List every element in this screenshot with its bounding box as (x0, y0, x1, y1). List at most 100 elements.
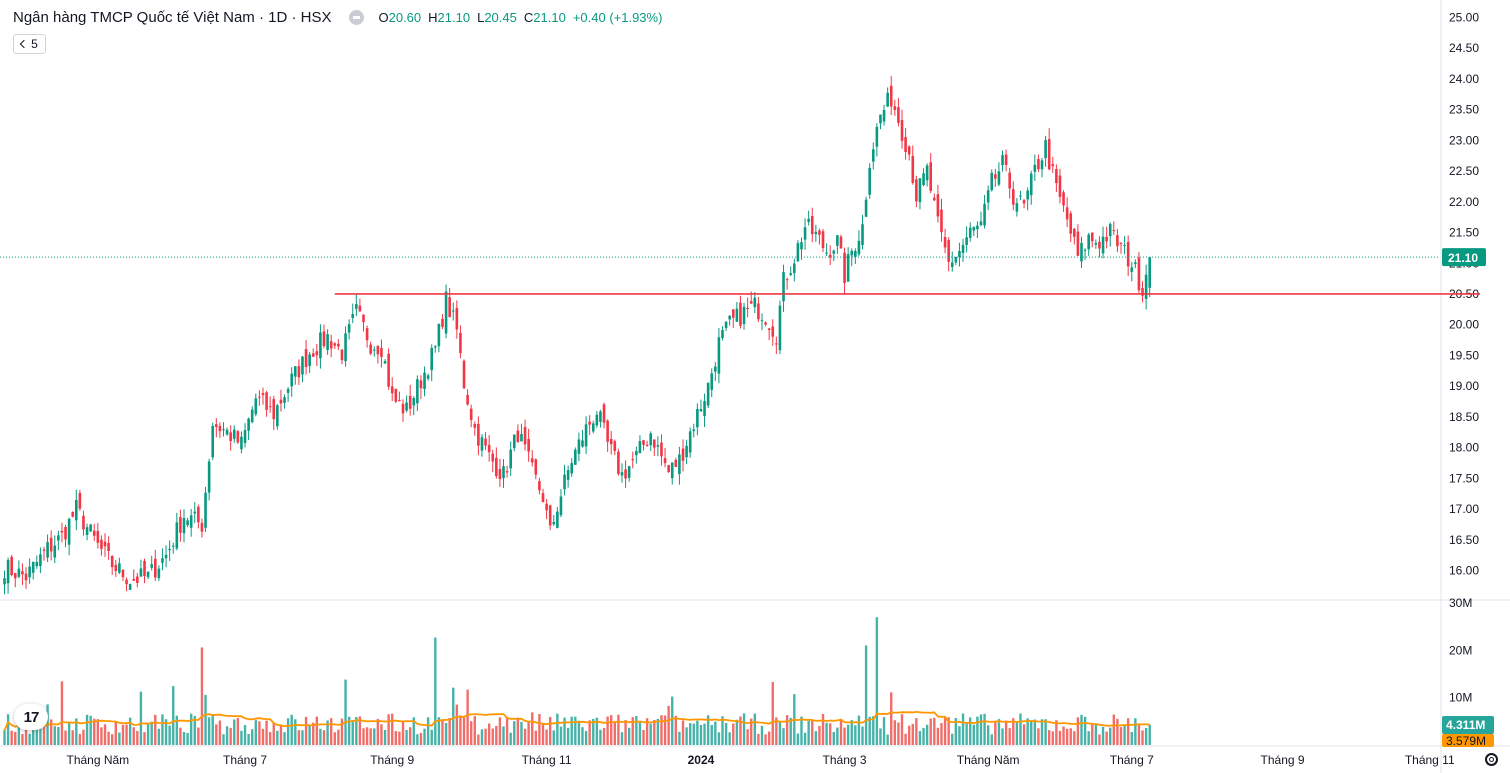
volume-ma-tag (1442, 734, 1494, 747)
volume-bar (484, 728, 487, 745)
volume-bar (164, 719, 168, 745)
candle-body (67, 518, 71, 545)
candle-body (577, 439, 581, 454)
volume-bar (882, 717, 886, 745)
volume-bar (243, 725, 247, 745)
candle-body (372, 349, 376, 351)
volume-bar (976, 716, 979, 745)
volume-bar (556, 713, 559, 745)
candle-body (548, 505, 552, 526)
volume-bar (455, 704, 459, 745)
volume-bar (394, 731, 398, 745)
candle-body (290, 373, 293, 387)
candle-body (232, 429, 236, 439)
candle-body (968, 227, 972, 238)
volume-bar (994, 722, 997, 745)
candle-body (588, 421, 591, 425)
candle-body (724, 321, 728, 328)
high-value: H21.10 (428, 10, 470, 25)
candle-body (828, 254, 832, 258)
volume-bar (82, 729, 85, 745)
price-tick-label: 17.50 (1449, 471, 1479, 485)
time-tick-label: 2024 (688, 753, 715, 767)
candle-body (329, 341, 333, 349)
volume-bar (186, 732, 189, 745)
candle-body (394, 388, 398, 402)
volume-bar (408, 727, 412, 745)
volume-ma-line (3, 710, 1150, 731)
price-tick-label: 25.00 (1449, 10, 1479, 24)
candle-body (380, 347, 383, 357)
volume-bar (265, 720, 268, 745)
candle-body (875, 126, 879, 147)
gear-icon[interactable] (1485, 753, 1498, 766)
volume-bar (1051, 731, 1054, 745)
candle-body (204, 492, 207, 528)
candle-body (803, 227, 807, 240)
volume-bar (584, 730, 588, 745)
tradingview-logo[interactable]: 17 (14, 704, 48, 730)
candle-body (136, 576, 139, 583)
volume-bar (473, 716, 476, 745)
candle-body (243, 430, 247, 443)
volume-bar (750, 718, 753, 745)
candle-body (1134, 262, 1137, 265)
volume-bar (146, 722, 150, 745)
candle-body (886, 92, 889, 107)
candle-body (663, 458, 667, 464)
candle-body (1008, 172, 1011, 189)
volume-bar (911, 723, 914, 745)
volume-bar (14, 731, 17, 745)
volume-bar (1044, 719, 1047, 745)
volume-bar (434, 637, 437, 745)
volume-bar (505, 716, 509, 745)
candle-body (1037, 159, 1040, 170)
candle-body (864, 199, 868, 217)
candle-body (990, 172, 994, 191)
volume-bar (803, 732, 807, 745)
volume-bar (477, 734, 480, 745)
volume-bar (1101, 726, 1105, 745)
candle-body (986, 190, 990, 203)
candle-body (139, 568, 143, 577)
candle-body (764, 322, 767, 325)
volume-bar (376, 718, 380, 745)
volume-bar (53, 726, 56, 745)
interval-collapse-button[interactable]: 5 (13, 34, 46, 54)
candle-body (118, 563, 121, 573)
candle-body (627, 466, 631, 478)
last-price-tag (1442, 248, 1486, 267)
candle-body (186, 520, 189, 526)
price-tick-label: 17.00 (1449, 502, 1479, 516)
candle-body (398, 399, 401, 401)
volume-bar (706, 715, 710, 745)
candle-body (936, 194, 940, 217)
volume-bar (136, 730, 139, 745)
symbol-title[interactable]: Ngân hàng TMCP Quốc tế Việt Nam · 1D · H… (13, 9, 332, 26)
candle-body (900, 120, 904, 141)
candle-body (193, 511, 197, 514)
candle-body (1148, 257, 1152, 288)
candle-body (505, 471, 509, 473)
candle-body (1026, 190, 1029, 200)
candle-body (552, 521, 556, 525)
candle-body (882, 110, 886, 122)
candle-body (110, 556, 114, 568)
volume-bar (103, 724, 107, 745)
candle-body (333, 343, 337, 346)
volume-bar (559, 726, 563, 745)
candle-body (207, 461, 211, 493)
volume-bar (437, 717, 441, 745)
volume-bar (49, 719, 53, 745)
candle-body (566, 470, 570, 480)
volume-bar (1047, 730, 1051, 745)
volume-bar (222, 734, 225, 745)
volume-bar (107, 731, 110, 745)
volume-bar (487, 723, 491, 745)
candle-body (1080, 242, 1083, 262)
candle-body (272, 399, 276, 420)
eye-icon[interactable] (349, 10, 365, 25)
volume-bar (143, 732, 146, 745)
